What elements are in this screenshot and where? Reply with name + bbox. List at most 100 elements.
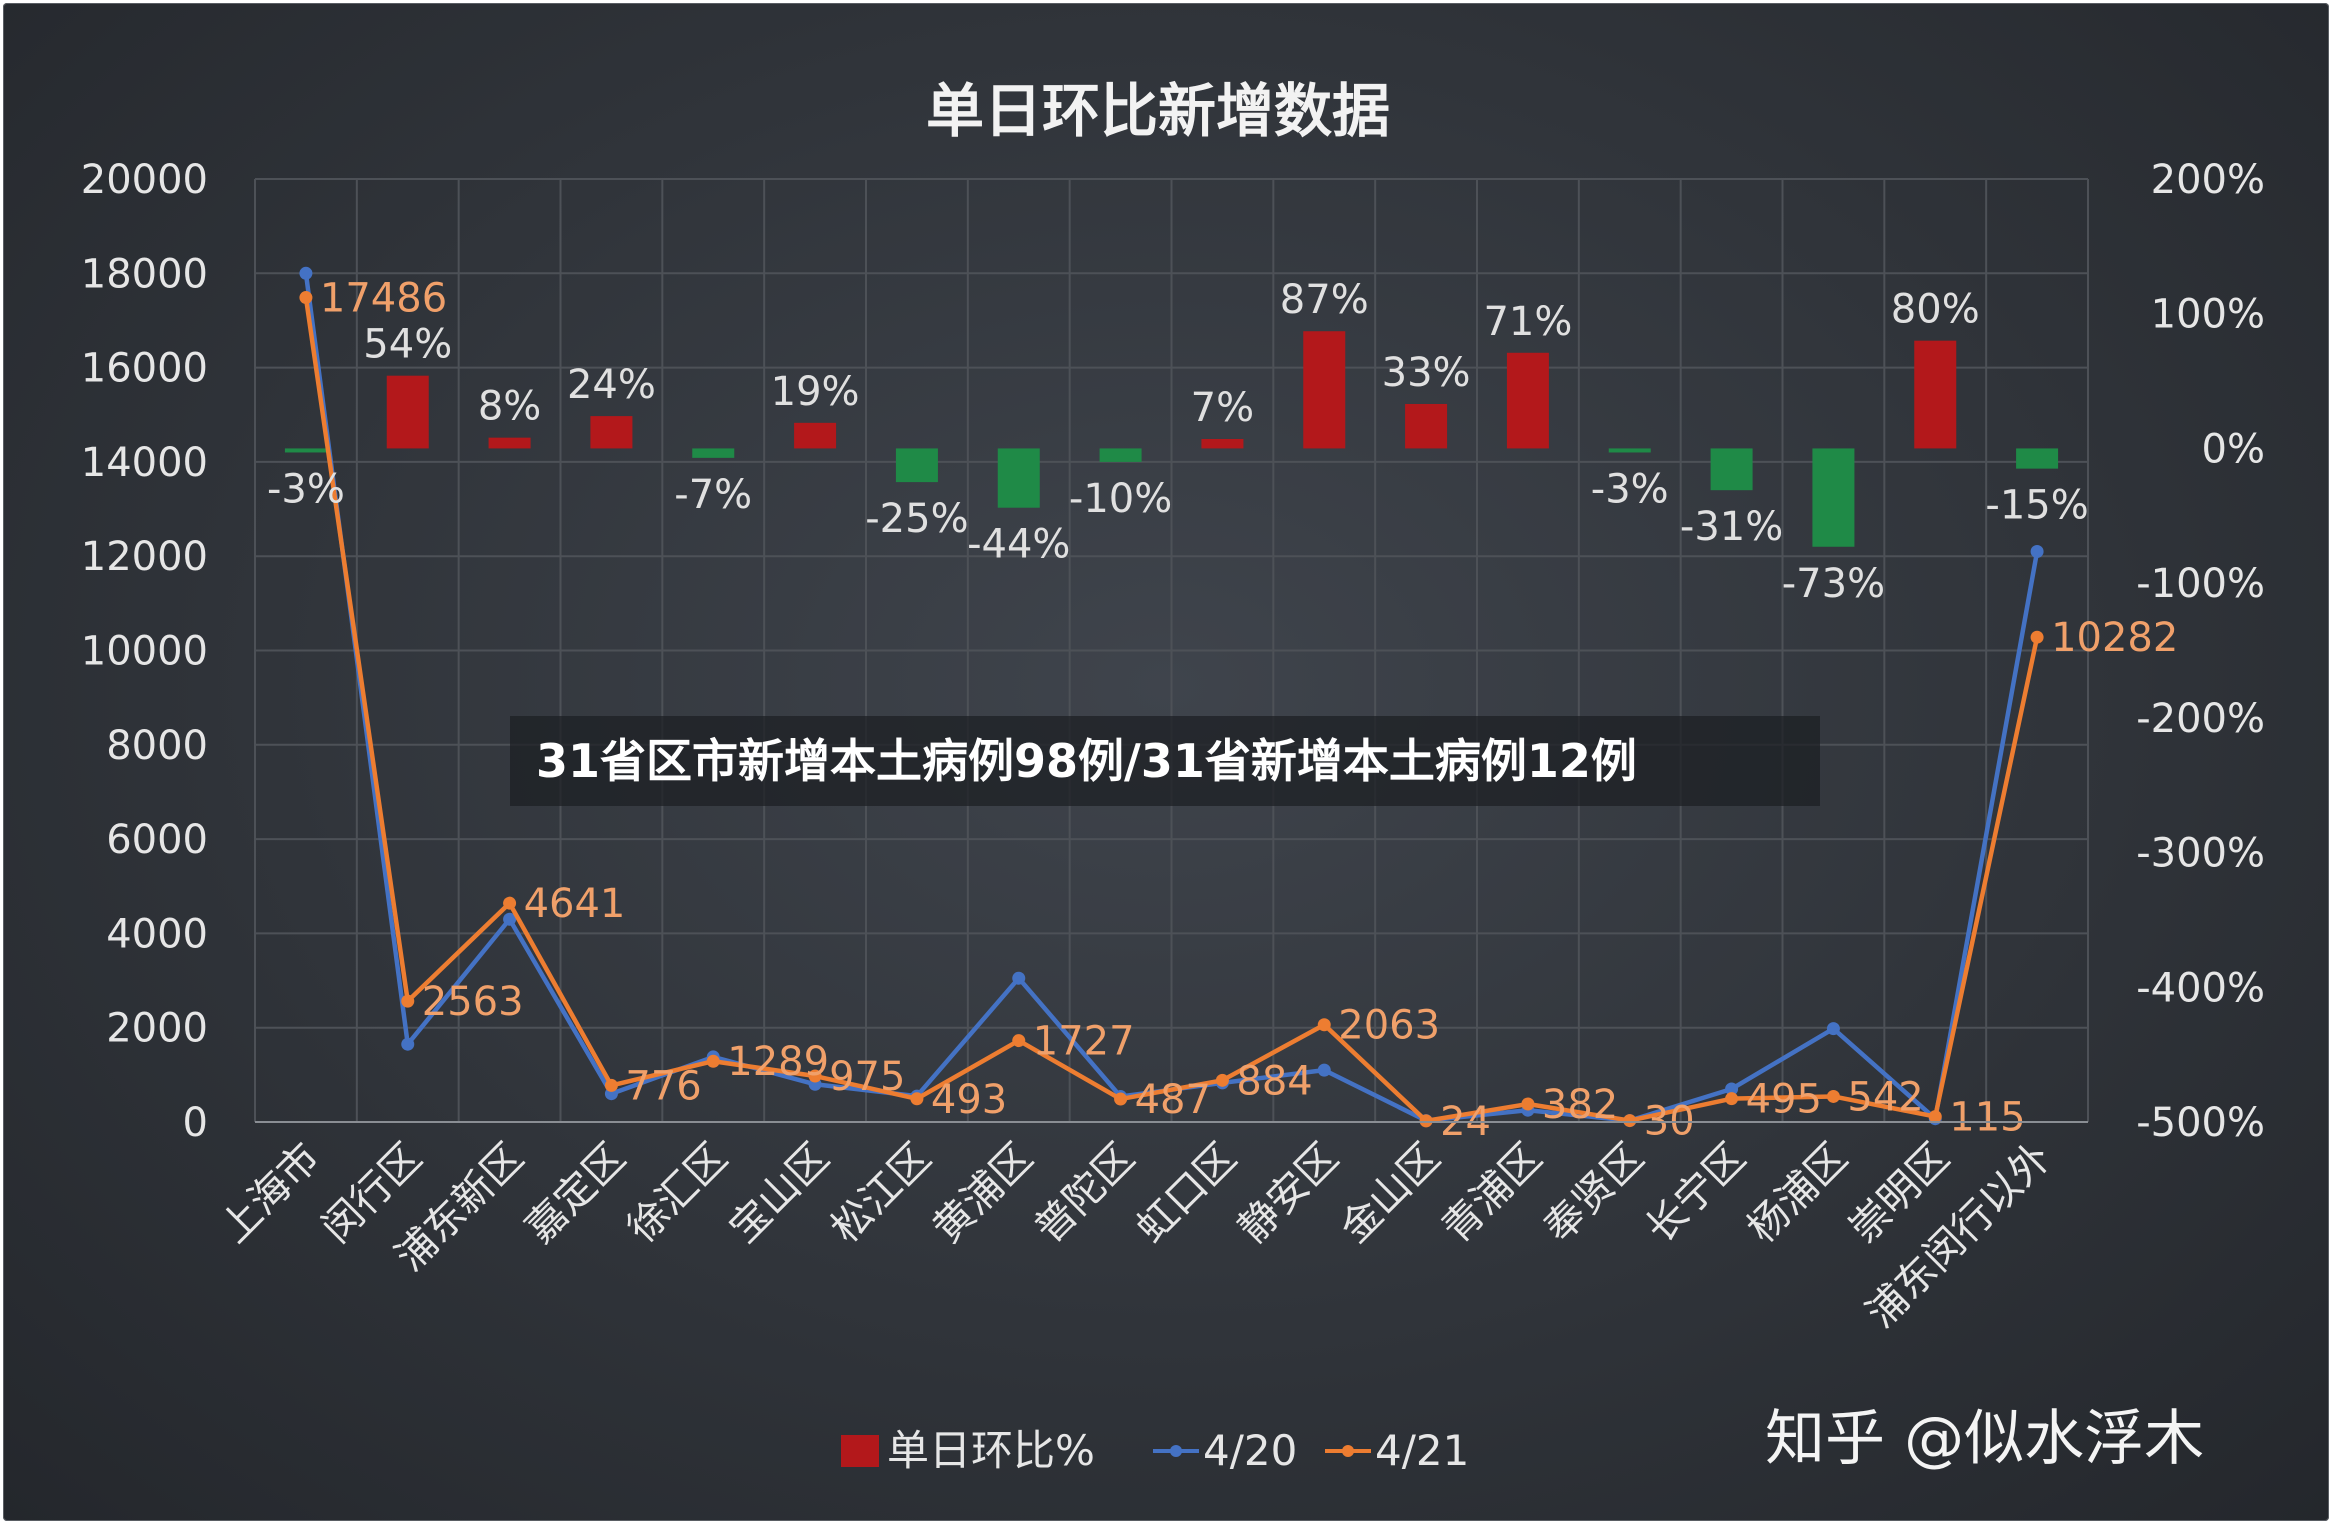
marker-4-21	[1419, 1114, 1433, 1128]
ratio-bar	[1201, 438, 1244, 449]
marker-4-20	[1826, 1022, 1840, 1036]
watermark-text: 知乎 @似水浮木	[1765, 1404, 2205, 1474]
legend-swatch-ratio	[841, 1435, 879, 1467]
ratio-bar	[997, 448, 1040, 508]
ratio-label: 80%	[1891, 287, 1980, 333]
right-tick-label: -300%	[2136, 831, 2265, 877]
marker-4-21	[604, 1078, 618, 1092]
value-label-4-21: 2563	[422, 979, 524, 1025]
ratio-label: -3%	[1591, 466, 1669, 512]
marker-4-20	[1317, 1063, 1331, 1077]
right-tick-label: 200%	[2151, 157, 2265, 203]
left-tick-label: 16000	[81, 346, 208, 392]
data-labels: -3% 54% 8% 24% -7% 19% -25%-44%-10% 7% 87% 33% 71%…	[267, 276, 2178, 1145]
category-label: 杨浦区	[1739, 1135, 1856, 1252]
category-label: 徐汇区	[619, 1135, 736, 1252]
marker-4-20	[1012, 971, 1026, 985]
value-label-4-21: 17486	[320, 276, 447, 322]
right-tick-label: -100%	[2136, 561, 2265, 607]
left-tick-label: 10000	[81, 629, 208, 675]
category-label: 松江区	[823, 1135, 940, 1252]
marker-4-21	[808, 1069, 822, 1083]
ratio-bar	[1506, 352, 1549, 449]
ratio-label: -44%	[967, 522, 1070, 568]
category-label: 嘉定区	[517, 1135, 634, 1252]
value-label-4-21: 495	[1746, 1077, 1822, 1123]
category-label: 宝山区	[721, 1135, 838, 1252]
value-label-4-21: 542	[1847, 1074, 1923, 1120]
marker-4-21	[1725, 1092, 1739, 1106]
chart-frame: 单日环比新增数据 -3% 54% 8% 24% -7% 19% -25% -44% -10% 7%…	[3, 3, 2329, 1521]
ratio-label: -7%	[674, 472, 752, 518]
left-tick-label: 14000	[81, 440, 208, 486]
ratio-label: 8%	[478, 384, 541, 430]
marker-4-21	[503, 896, 517, 910]
value-label-4-21: 2063	[1338, 1003, 1440, 1049]
ratio-bar	[2016, 448, 2059, 469]
marker-4-21	[1317, 1018, 1331, 1032]
left-tick-label: 6000	[106, 817, 208, 863]
value-label-4-21: 975	[829, 1054, 905, 1100]
ratio-bar	[590, 416, 633, 449]
legend-marker-4-21	[1342, 1445, 1354, 1457]
ratio-label: 71%	[1483, 299, 1572, 345]
left-tick-label: 0	[183, 1100, 208, 1146]
ratio-bar	[1608, 448, 1651, 453]
category-label: 普陀区	[1026, 1135, 1143, 1252]
ratio-bar	[794, 422, 837, 449]
marker-4-20	[503, 912, 517, 926]
ratio-label: -31%	[1680, 504, 1783, 550]
legend-label-4-21: 4/21	[1375, 1426, 1469, 1475]
bar-series-ratio	[284, 331, 2059, 547]
category-label: 黄浦区	[924, 1135, 1041, 1252]
right-tick-label: -500%	[2136, 1100, 2265, 1146]
grid	[254, 178, 2089, 1123]
ratio-bar	[1303, 331, 1346, 449]
chart-title: 单日环比新增数据	[926, 77, 1390, 145]
ratio-label: -15%	[1985, 483, 2088, 529]
marker-4-21	[706, 1054, 720, 1068]
ratio-label: 7%	[1191, 385, 1254, 431]
headline-banner: 31省区市新增本土病例98例/31省新增本土病例12例	[510, 716, 1820, 806]
marker-4-21	[2030, 630, 2044, 644]
right-tick-label: -200%	[2136, 696, 2265, 742]
value-label-4-21: 487	[1135, 1077, 1211, 1123]
legend: 单日环比% 4/20 4/21	[841, 1426, 1469, 1475]
marker-4-21	[1215, 1073, 1229, 1087]
marker-4-21	[401, 994, 415, 1008]
ratio-label: 19%	[771, 369, 860, 415]
left-tick-label: 2000	[106, 1006, 208, 1052]
value-label-4-21: 382	[1542, 1082, 1618, 1128]
ratio-label: -25%	[865, 496, 968, 542]
left-tick-label: 20000	[81, 157, 208, 203]
legend-marker-4-20	[1170, 1445, 1182, 1457]
category-label: 静安区	[1230, 1135, 1347, 1252]
category-label: 长宁区	[1637, 1135, 1754, 1252]
ratio-label: 54%	[363, 322, 452, 368]
marker-4-20	[2030, 544, 2044, 558]
marker-4-21	[1114, 1092, 1128, 1106]
legend-label-4-20: 4/20	[1203, 1426, 1297, 1475]
marker-4-21	[1928, 1110, 1942, 1124]
right-tick-label: -400%	[2136, 965, 2265, 1011]
value-label-4-21: 1727	[1033, 1019, 1135, 1065]
category-label: 上海市	[212, 1135, 329, 1252]
ratio-label: -10%	[1069, 476, 1172, 522]
category-label: 奉贤区	[1535, 1135, 1652, 1252]
marker-4-20	[299, 266, 313, 280]
value-label-4-21: 1289	[727, 1039, 829, 1085]
marker-4-21	[1826, 1089, 1840, 1103]
ratio-label: 87%	[1280, 277, 1369, 323]
marker-4-21	[910, 1092, 924, 1106]
ratio-bar	[1099, 448, 1142, 462]
marker-4-20	[1725, 1082, 1739, 1096]
marker-4-21	[1012, 1034, 1026, 1048]
ratio-bar	[895, 448, 938, 483]
ratio-bar	[488, 437, 531, 449]
left-tick-label: 4000	[106, 911, 208, 957]
combo-chart: 单日环比新增数据 -3% 54% 8% 24% -7% 19% -25%-44%-10% 7%…	[81, 77, 2265, 1475]
value-label-4-21: 776	[625, 1063, 701, 1109]
value-label-4-21: 115	[1949, 1095, 2025, 1141]
category-label: 青浦区	[1434, 1135, 1551, 1252]
line-4-21	[303, 297, 2040, 1124]
